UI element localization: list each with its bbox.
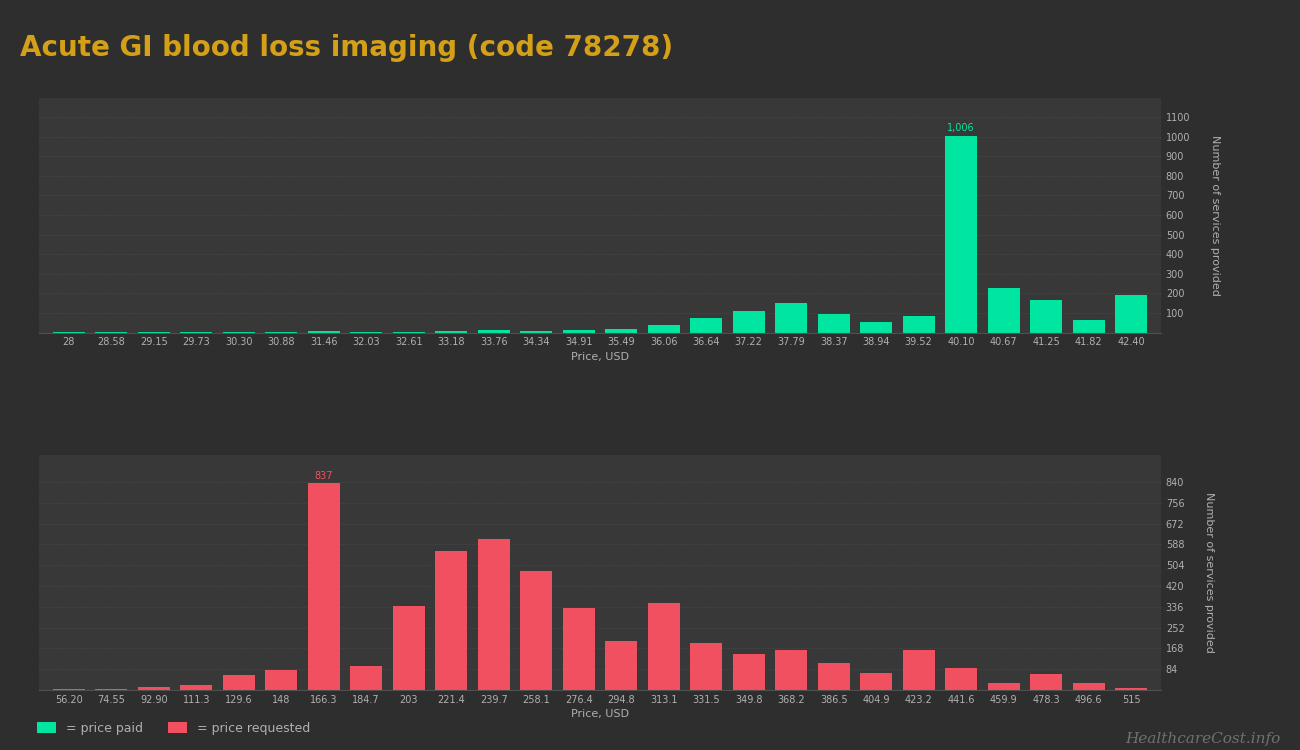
- Bar: [818, 314, 850, 332]
- Y-axis label: Number of services provided: Number of services provided: [1210, 134, 1219, 296]
- Bar: [818, 663, 850, 690]
- Bar: [1072, 320, 1105, 332]
- Bar: [690, 318, 722, 332]
- Bar: [861, 673, 892, 690]
- Bar: [350, 667, 382, 690]
- Bar: [1115, 688, 1147, 690]
- Bar: [1115, 296, 1147, 332]
- Bar: [861, 322, 892, 332]
- Bar: [647, 325, 680, 332]
- Bar: [53, 688, 84, 690]
- Bar: [478, 330, 510, 332]
- Text: HealthcareCost.info: HealthcareCost.info: [1126, 732, 1280, 746]
- Bar: [902, 650, 935, 690]
- Bar: [988, 682, 1019, 690]
- Bar: [1030, 674, 1062, 690]
- Text: 837: 837: [315, 471, 333, 481]
- Bar: [775, 650, 807, 690]
- Bar: [988, 287, 1019, 332]
- Bar: [945, 668, 978, 690]
- Bar: [393, 606, 425, 690]
- Bar: [265, 670, 298, 690]
- Bar: [222, 675, 255, 690]
- Bar: [733, 654, 764, 690]
- Bar: [520, 572, 552, 690]
- Legend: = price paid, = price requested: = price paid, = price requested: [32, 717, 315, 740]
- Bar: [308, 483, 339, 690]
- Text: Acute GI blood loss imaging (code 78278): Acute GI blood loss imaging (code 78278): [20, 34, 672, 62]
- Y-axis label: Number of services provided: Number of services provided: [1204, 492, 1214, 653]
- X-axis label: Price, USD: Price, USD: [571, 352, 629, 362]
- Bar: [945, 136, 978, 332]
- Bar: [647, 604, 680, 690]
- Bar: [181, 685, 212, 690]
- Bar: [1072, 683, 1105, 690]
- Bar: [690, 643, 722, 690]
- X-axis label: Price, USD: Price, USD: [571, 709, 629, 719]
- Bar: [606, 329, 637, 332]
- Bar: [902, 316, 935, 332]
- Bar: [563, 330, 594, 332]
- Bar: [733, 311, 764, 332]
- Bar: [520, 331, 552, 332]
- Bar: [138, 687, 170, 690]
- Bar: [478, 539, 510, 690]
- Bar: [563, 608, 594, 690]
- Bar: [1030, 300, 1062, 332]
- Bar: [775, 303, 807, 332]
- Bar: [606, 640, 637, 690]
- Bar: [436, 551, 467, 690]
- Text: 1,006: 1,006: [948, 122, 975, 133]
